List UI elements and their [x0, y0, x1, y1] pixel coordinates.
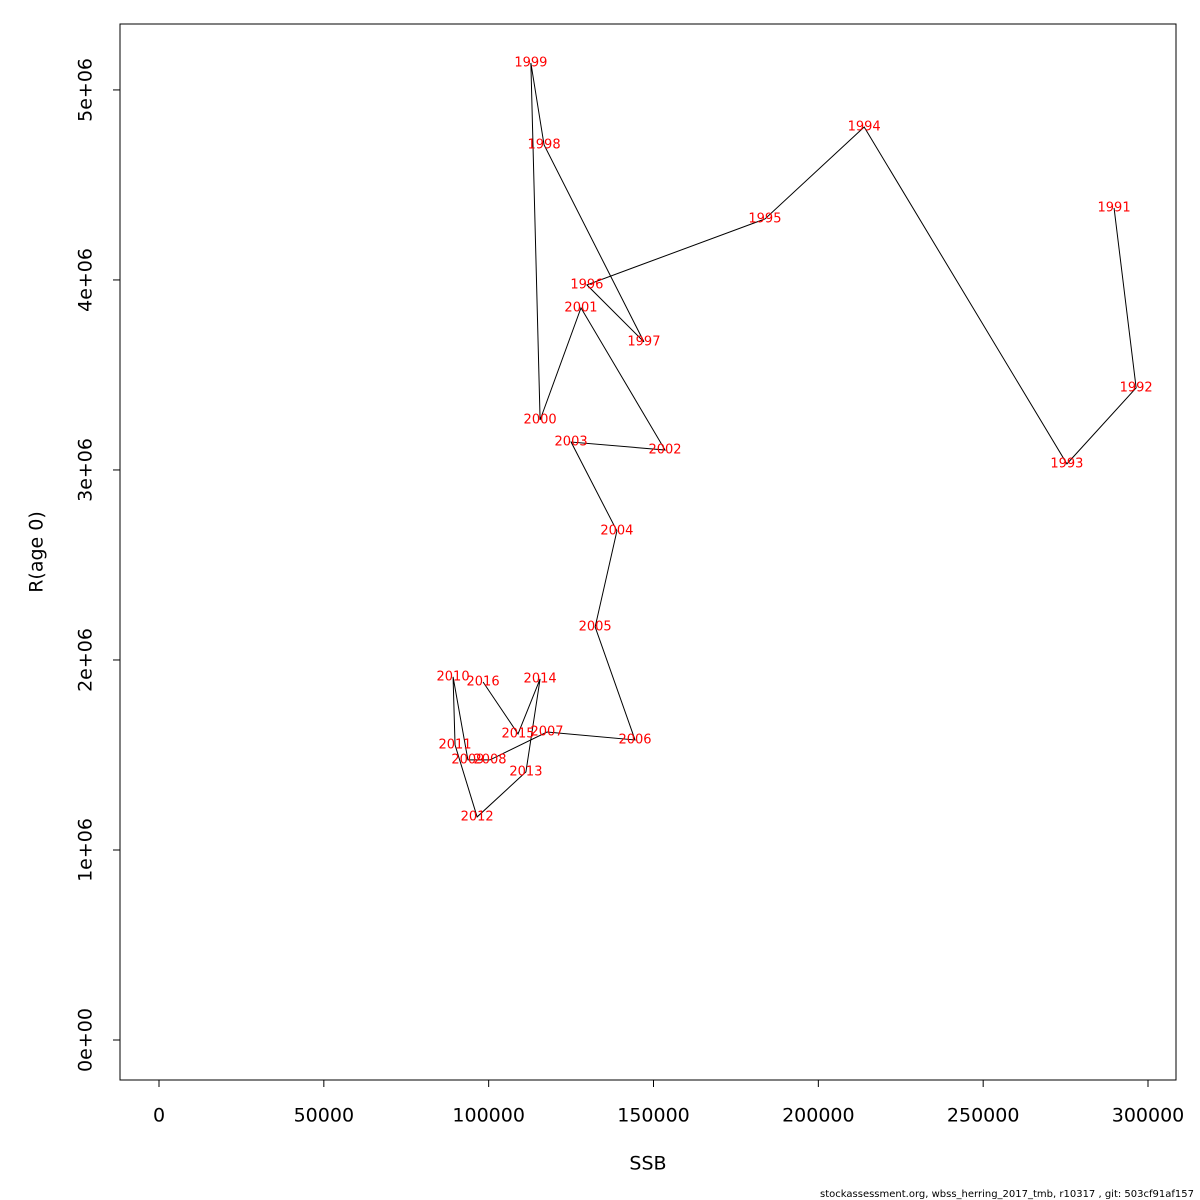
point-label: 2008: [473, 752, 506, 767]
point-label: 2009: [451, 752, 484, 767]
x-tick-label: 300000: [1112, 1105, 1185, 1127]
point-label: 2016: [467, 675, 500, 690]
y-tick-label: 1e+06: [75, 818, 97, 882]
y-tick-label: 5e+06: [75, 58, 97, 122]
point-label: 1993: [1050, 456, 1083, 471]
point-label: 2004: [600, 523, 633, 538]
y-axis-label: R(age 0): [26, 511, 48, 593]
point-label: 2005: [579, 619, 612, 634]
plot-frame: [119, 23, 1177, 1081]
point-label: 1998: [528, 137, 561, 152]
x-tick-label: 250000: [947, 1105, 1020, 1127]
y-tick-label: 4e+06: [75, 248, 97, 312]
x-tick-label: 0: [153, 1105, 165, 1127]
point-label: 2001: [564, 300, 597, 315]
point-label: 2012: [461, 809, 494, 824]
x-tick-label: 150000: [617, 1105, 690, 1127]
x-axis-label: SSB: [629, 1153, 666, 1175]
trajectory-line: [452, 62, 1137, 818]
point-label: 2010: [437, 669, 470, 684]
point-label: 2007: [530, 724, 563, 739]
point-label: 1995: [748, 211, 781, 226]
y-tick-label: 3e+06: [75, 438, 97, 502]
point-label: 2006: [618, 732, 651, 747]
point-label: 1996: [570, 277, 603, 292]
point-label: 1999: [514, 55, 547, 70]
point-label: 1994: [848, 119, 881, 134]
point-label: 2014: [524, 671, 557, 686]
point-label: 1992: [1120, 380, 1153, 395]
point-label: 2013: [509, 764, 542, 779]
footer: stockassessment.org, wbss_herring_2017_t…: [820, 1189, 1194, 1200]
y-tick-label: 2e+06: [75, 628, 97, 692]
x-tick-label: 50000: [294, 1105, 354, 1127]
point-label: 2011: [438, 737, 471, 752]
x-tick-label: 100000: [452, 1105, 525, 1127]
point-label: 1997: [627, 334, 660, 349]
x-tick-label: 200000: [782, 1105, 855, 1127]
y-tick-label: 0e+00: [75, 1008, 97, 1072]
point-label: 2015: [501, 726, 534, 741]
point-label: 2003: [555, 435, 588, 450]
point-label: 2002: [648, 443, 681, 458]
point-label: 2000: [524, 412, 557, 427]
point-label: 1991: [1098, 200, 1131, 215]
